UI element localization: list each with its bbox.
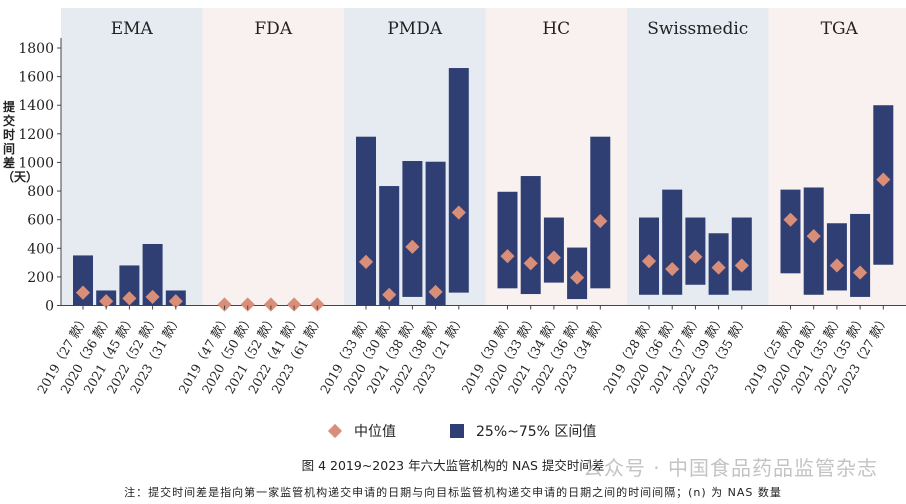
median-marker	[665, 261, 680, 277]
y-tick-label: 200	[27, 270, 54, 286]
median-marker	[523, 256, 538, 271]
panel-title: Swissmedic	[647, 19, 748, 39]
y-tick-label: 1000	[18, 155, 54, 171]
iqr-bar	[731, 217, 752, 291]
y-tick-label: 1600	[18, 70, 54, 86]
median-marker	[593, 214, 608, 229]
median-marker	[829, 258, 844, 273]
legend-range-label: 25%~75% 区间值	[476, 424, 597, 440]
median-marker	[428, 284, 443, 299]
median-marker	[451, 205, 466, 220]
median-marker	[145, 289, 160, 304]
median-marker	[783, 212, 798, 227]
iqr-bar	[662, 189, 683, 295]
median-marker	[217, 297, 232, 312]
iqr-bar	[379, 186, 400, 306]
panel-title: HC	[542, 19, 570, 39]
chart-svg: EMA FDA PMDA HC Swissmedic TGA 0 200 400 600 800 10…	[18, 8, 906, 396]
median-diamond-icon	[327, 423, 343, 439]
median-marker	[641, 254, 657, 269]
iqr-bar	[425, 161, 446, 306]
median-marker	[734, 258, 749, 273]
y-axis-title: 提交时间差（天）	[2, 100, 39, 184]
median-marker	[240, 297, 255, 312]
figure-note: 注：提交时间差是指向第一家监管机构递交申请的日期与向目标监管机构递交申请的日期之…	[124, 486, 782, 499]
y-tick-label: 1800	[18, 41, 54, 57]
y-tick-label: 0	[45, 299, 54, 315]
median-marker	[570, 270, 585, 285]
iqr-bar	[497, 191, 518, 289]
median-marker	[711, 260, 726, 275]
legend-range: 25%~75% 区间值	[450, 421, 596, 441]
median-marker	[806, 229, 821, 244]
median-marker	[99, 294, 114, 309]
median-marker	[287, 297, 302, 312]
iqr-bar	[780, 189, 801, 274]
median-marker	[546, 250, 561, 265]
panel-title: EMA	[111, 19, 154, 39]
iqr-bar	[543, 217, 564, 283]
panel-title: FDA	[254, 19, 292, 39]
median-marker	[382, 287, 397, 302]
legend: 中位值 25%~75% 区间值	[327, 420, 650, 442]
y-tick-label: 1200	[18, 127, 54, 143]
panel-title: TGA	[821, 19, 859, 39]
median-marker	[310, 297, 325, 312]
iqr-bar	[520, 176, 541, 295]
median-marker	[168, 294, 183, 309]
median-marker	[500, 249, 515, 264]
median-marker	[75, 285, 91, 300]
watermark: 公众号 · 中国食品药品监管杂志	[582, 456, 878, 480]
range-box-icon	[450, 424, 464, 438]
iqr-bar	[356, 136, 376, 306]
median-marker	[358, 254, 374, 269]
figure-caption: 图 4 2019~2023 年六大监管机构的 NAS 提交时间差	[301, 458, 605, 473]
y-tick-label: 600	[27, 213, 54, 229]
iqr-bar	[590, 136, 611, 289]
iqr-bar	[119, 265, 140, 306]
iqr-bar	[402, 161, 423, 297]
panel-title: PMDA	[387, 19, 442, 39]
median-marker	[263, 297, 278, 312]
iqr-bar	[850, 213, 871, 297]
median-marker	[405, 239, 420, 254]
median-marker	[876, 172, 891, 187]
iqr-bar	[448, 68, 469, 293]
iqr-bar	[826, 223, 847, 291]
median-marker	[688, 249, 703, 264]
legend-median: 中位值	[327, 421, 396, 441]
panel-background	[202, 8, 344, 306]
y-tick-label: 800	[27, 184, 54, 200]
y-tick-label: 400	[27, 241, 54, 257]
legend-median-label: 中位值	[354, 424, 396, 440]
median-marker	[853, 265, 868, 280]
iqr-bar	[142, 243, 163, 306]
y-tick-label: 1400	[18, 98, 54, 114]
